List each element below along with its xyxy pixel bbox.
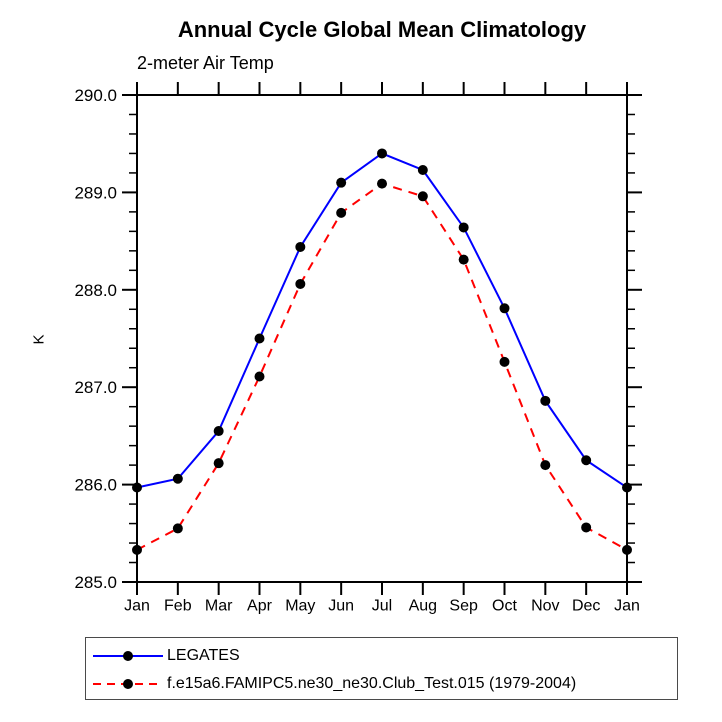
data-point-marker — [377, 148, 387, 159]
legend-line-sample-solid — [93, 651, 163, 661]
x-tick-label: Jan — [614, 597, 640, 614]
data-point-marker — [172, 473, 183, 484]
x-tick-label: Sep — [449, 597, 478, 614]
chart-subtitle: 2-meter Air Temp — [137, 53, 274, 73]
x-tick-label: Feb — [164, 597, 192, 614]
data-point-marker — [295, 278, 306, 289]
x-tick-label: Aug — [409, 597, 437, 614]
legend-line-sample-dashed — [93, 679, 163, 689]
x-tick-label: Nov — [531, 597, 559, 614]
data-point-marker — [417, 164, 428, 175]
data-point-marker — [581, 455, 592, 466]
data-point-marker — [458, 254, 469, 265]
chart-title: Annual Cycle Global Mean Climatology — [177, 17, 587, 42]
data-point-marker — [377, 178, 387, 189]
series-line-1 — [136, 182, 628, 551]
data-point-marker — [622, 482, 632, 493]
data-point-marker — [132, 482, 142, 493]
data-point-marker — [499, 356, 510, 367]
legend-item-label: f.e15a6.FAMIPC5.ne30_ne30.Club_Test.015 … — [167, 675, 577, 692]
data-point-marker — [254, 333, 265, 344]
y-tick-label: 285.0 — [74, 573, 117, 592]
data-point-marker — [540, 460, 551, 471]
legend-marker-dot-icon — [123, 651, 133, 661]
legend-item-label: LEGATES — [167, 647, 240, 664]
x-tick-label: Jan — [124, 597, 150, 614]
data-point-marker — [458, 222, 469, 233]
y-tick-label: 286.0 — [74, 476, 117, 495]
data-point-marker — [336, 207, 347, 218]
data-point-marker — [213, 426, 224, 437]
y-tick-label: 290.0 — [74, 86, 117, 105]
legend-box: LEGATES f.e15a6.FAMIPC5.ne30_ne30.Club_T… — [85, 637, 678, 700]
data-point-marker — [336, 177, 347, 188]
legend-marker-dot-icon — [123, 679, 133, 689]
x-tick-label: Mar — [205, 597, 233, 614]
y-tick-label: 287.0 — [74, 378, 117, 397]
x-tick-label: May — [285, 597, 315, 614]
plot-box — [136, 94, 628, 583]
x-tick-label: Jun — [328, 597, 354, 614]
data-point-marker — [172, 523, 183, 534]
y-tick-label: 289.0 — [74, 183, 117, 202]
legend-item: f.e15a6.FAMIPC5.ne30_ne30.Club_Test.015 … — [91, 670, 673, 698]
data-point-marker — [622, 544, 632, 555]
x-tick-label: Jul — [372, 597, 392, 614]
data-point-marker — [581, 522, 592, 533]
data-point-marker — [295, 241, 306, 252]
data-point-marker — [540, 395, 551, 406]
legend-item: LEGATES — [91, 642, 673, 670]
data-point-marker — [213, 458, 224, 469]
data-point-marker — [254, 371, 265, 382]
data-point-marker — [132, 544, 142, 555]
y-tick-label: 288.0 — [74, 281, 117, 300]
series-line-0 — [136, 152, 628, 489]
data-point-marker — [417, 191, 428, 202]
x-tick-label: Oct — [492, 597, 517, 614]
x-tick-label: Apr — [247, 597, 273, 614]
data-point-marker — [499, 303, 510, 314]
x-tick-label: Dec — [572, 597, 600, 614]
